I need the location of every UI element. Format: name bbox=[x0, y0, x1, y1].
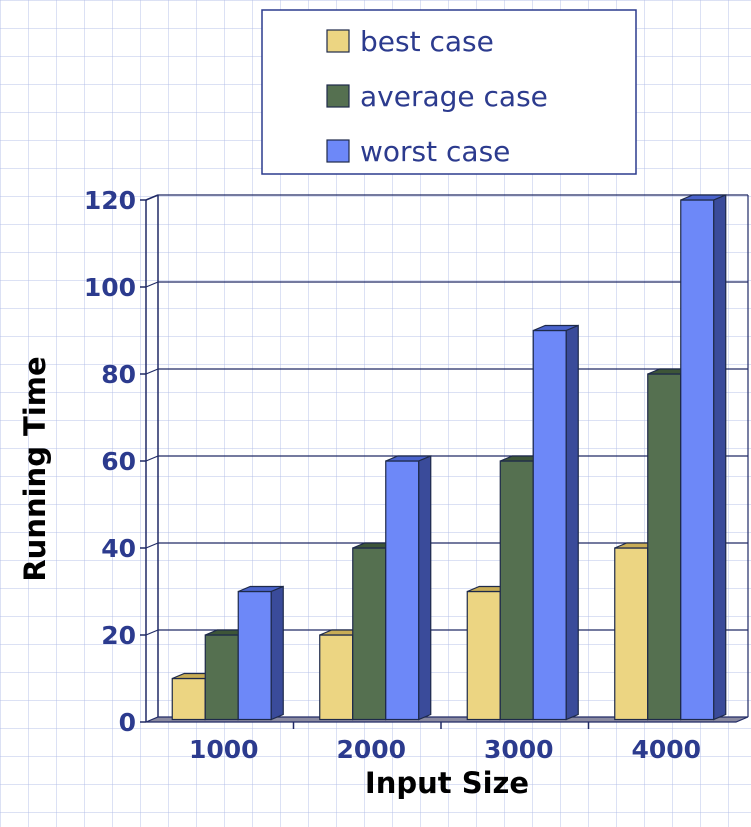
bar-side bbox=[565, 324, 579, 721]
gridline-side bbox=[145, 629, 159, 636]
worst-case-bar bbox=[680, 194, 727, 721]
bar-front bbox=[680, 199, 715, 721]
bar-front bbox=[171, 677, 206, 721]
legend-swatch bbox=[326, 29, 350, 53]
gridline-side bbox=[145, 455, 159, 462]
worst-case-bar bbox=[532, 324, 579, 721]
x-tick-label: 1000 bbox=[189, 735, 259, 764]
y-axis-top-edge bbox=[145, 194, 159, 201]
bar-front bbox=[385, 460, 420, 721]
bar-side bbox=[713, 194, 727, 721]
bar-front bbox=[499, 460, 534, 721]
legend-box bbox=[261, 9, 637, 175]
bar-front bbox=[352, 547, 387, 721]
x-tick-label: 3000 bbox=[484, 735, 554, 764]
x-tick-label: 4000 bbox=[631, 735, 701, 764]
gridline-side bbox=[145, 281, 159, 288]
legend-label: best case bbox=[360, 25, 494, 58]
y-tick-label: 120 bbox=[84, 186, 136, 215]
y-tick-label: 100 bbox=[84, 273, 136, 302]
x-tick-labels: 1000 2000 3000 4000 bbox=[189, 722, 701, 764]
worst-case-bar bbox=[237, 585, 284, 721]
bar-front bbox=[532, 329, 567, 721]
bars bbox=[171, 194, 727, 721]
x-axis-title: Input Size bbox=[365, 766, 529, 800]
y-axis-title: Running Time bbox=[18, 356, 52, 581]
bar-side bbox=[418, 455, 432, 721]
y-tick-labels: 0 20 40 60 80 100 120 bbox=[84, 186, 146, 737]
bar-front bbox=[204, 634, 239, 721]
bar-front bbox=[647, 373, 682, 721]
gridline-side bbox=[145, 368, 159, 375]
bar-front bbox=[466, 590, 501, 721]
bar-front bbox=[237, 590, 272, 721]
y-tick-label: 80 bbox=[101, 360, 136, 389]
y-tick-label: 40 bbox=[101, 534, 136, 563]
y-tick-label: 60 bbox=[101, 447, 136, 476]
legend: best case average case worst case bbox=[261, 9, 637, 175]
gridline-side bbox=[145, 542, 159, 549]
legend-label: average case bbox=[360, 80, 548, 113]
y-tick-label: 0 bbox=[119, 708, 136, 737]
legend-swatch bbox=[326, 84, 350, 108]
bar-side bbox=[270, 585, 284, 721]
bar-front bbox=[614, 547, 649, 721]
worst-case-bar bbox=[385, 455, 432, 721]
y-tick-label: 20 bbox=[101, 621, 136, 650]
bar-front bbox=[319, 634, 354, 721]
legend-label: worst case bbox=[360, 135, 510, 168]
x-tick-label: 2000 bbox=[336, 735, 406, 764]
legend-swatch bbox=[326, 139, 350, 163]
